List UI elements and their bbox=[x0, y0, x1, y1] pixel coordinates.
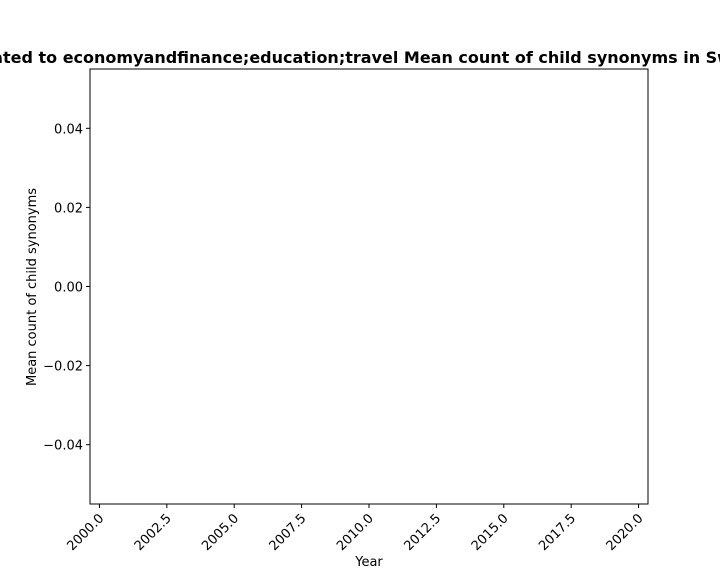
x-tick-label: 2012.5 bbox=[401, 511, 444, 554]
chart-title: Related to economyandfinance;education;t… bbox=[0, 48, 720, 67]
y-tick-label: −0.02 bbox=[43, 360, 83, 375]
y-axis: 0.04 0.02 0.00 −0.02 −0.04 bbox=[43, 122, 90, 454]
x-axis: 2000.0 2002.5 2005.0 2007.5 2010.0 2012.5 2015… bbox=[64, 504, 646, 554]
x-tick-label: 2002.5 bbox=[132, 511, 175, 554]
x-tick-label: 2000.0 bbox=[64, 511, 107, 554]
x-tick-label: 2007.5 bbox=[267, 511, 310, 554]
y-tick-label: 0.02 bbox=[54, 201, 83, 216]
x-axis-label: Year bbox=[354, 555, 383, 570]
plot-area bbox=[89, 68, 649, 505]
x-tick-label: 2015.0 bbox=[469, 511, 512, 554]
y-axis-label: Mean count of child synonyms bbox=[25, 188, 40, 386]
y-tick-label: 0.04 bbox=[54, 122, 83, 137]
y-tick-label: 0.00 bbox=[54, 281, 83, 296]
y-tick-label: −0.04 bbox=[43, 439, 83, 454]
x-tick-label: 2010.0 bbox=[334, 511, 377, 554]
x-tick-label: 2017.5 bbox=[536, 511, 579, 554]
x-tick-label: 2020.0 bbox=[604, 511, 647, 554]
x-tick-label: 2005.0 bbox=[199, 511, 242, 554]
